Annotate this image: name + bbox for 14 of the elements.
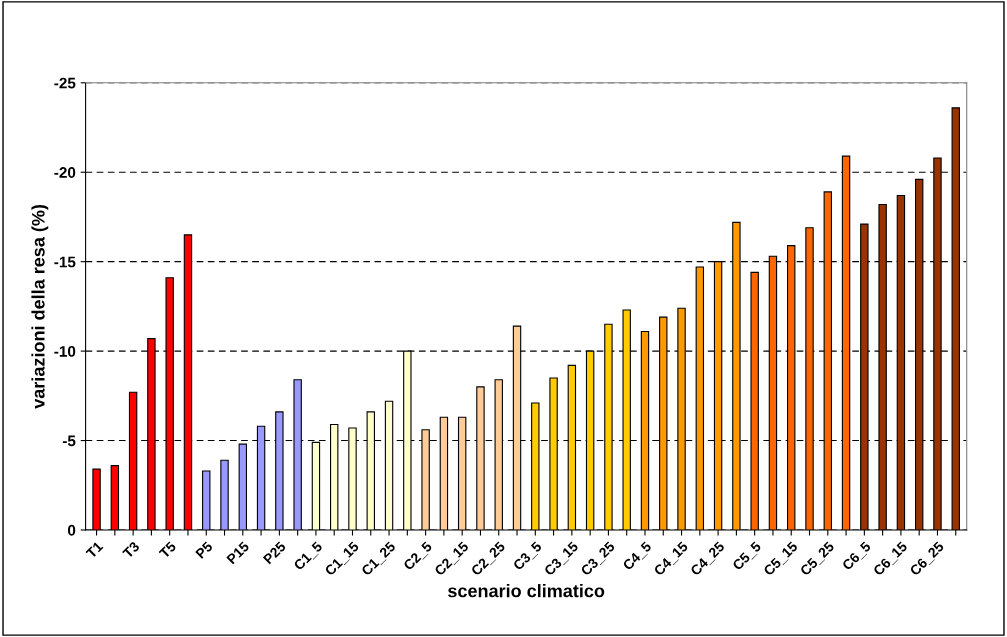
y-tick-label: -15	[54, 256, 76, 268]
x-tick-label: P15	[226, 541, 250, 565]
x-tick-label: T3	[122, 541, 140, 559]
x-tick-label: P5	[195, 541, 214, 559]
y-axis-title: variazioni della resa (%)	[31, 204, 49, 409]
x-tick-label: T5	[158, 541, 177, 559]
x-tick-label: P25	[262, 540, 287, 565]
y-tick-label: -5	[62, 435, 76, 447]
y-tick-label: -10	[54, 345, 76, 357]
y-tick-label: -25	[54, 77, 76, 89]
x-axis-title: scenario climatico	[448, 584, 605, 598]
y-tick-label: -20	[54, 167, 76, 178]
y-tick-label: 0	[67, 524, 76, 536]
x-tick-label: T1	[85, 541, 104, 559]
